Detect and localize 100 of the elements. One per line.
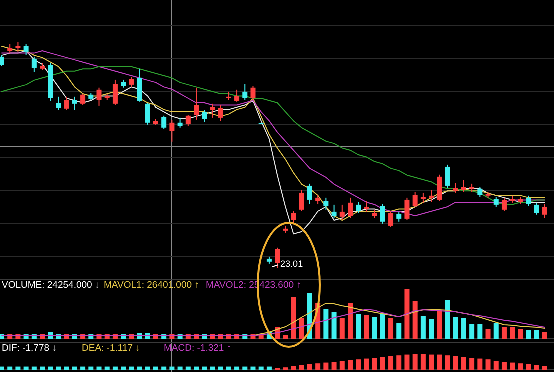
bar [121, 366, 126, 370]
candlestick [502, 197, 507, 212]
candlestick [291, 210, 296, 224]
candlestick [478, 186, 483, 198]
candlestick [80, 93, 86, 106]
bar [112, 366, 118, 370]
bar [478, 358, 483, 370]
candlestick [388, 210, 394, 228]
bar [218, 366, 224, 370]
bar [372, 358, 378, 370]
bar [429, 354, 434, 370]
bar [542, 366, 548, 370]
bar [266, 366, 272, 370]
candlestick [437, 174, 442, 202]
bar [332, 362, 337, 370]
candlestick [202, 110, 208, 123]
candlestick [445, 164, 450, 188]
bar [502, 362, 507, 370]
bar [420, 316, 426, 339]
bar [72, 366, 78, 370]
bar [299, 365, 304, 370]
bar [380, 313, 386, 339]
candlestick [218, 104, 224, 122]
bar [291, 366, 296, 370]
candlestick [396, 211, 402, 222]
candlestick [16, 42, 21, 52]
bar [40, 366, 46, 370]
candlestick [526, 195, 532, 207]
bar [88, 366, 94, 370]
candlestick [129, 76, 134, 88]
bar [340, 361, 345, 370]
bar [396, 323, 402, 339]
candlestick [299, 190, 304, 212]
bar [542, 332, 548, 339]
bar [8, 366, 13, 370]
bar [486, 360, 491, 370]
bar [437, 354, 442, 370]
bar [364, 358, 370, 370]
candlestick [112, 79, 118, 106]
candlestick [96, 87, 102, 106]
bar [137, 366, 142, 370]
bar [162, 366, 167, 370]
candlestick [250, 86, 256, 101]
candlestick [453, 182, 458, 194]
bar [526, 364, 532, 370]
bar [453, 317, 458, 339]
candlestick [242, 84, 248, 101]
bar [324, 362, 329, 370]
bar [340, 318, 345, 339]
bar [461, 357, 466, 370]
bar [170, 366, 175, 370]
bar [380, 357, 386, 370]
bar [186, 366, 191, 370]
candlestick [380, 204, 386, 224]
bar [64, 366, 70, 370]
bar [202, 366, 208, 370]
candlestick [170, 119, 175, 142]
candlestick [194, 87, 200, 120]
bar [32, 366, 37, 370]
bar [388, 318, 394, 339]
bar [526, 330, 532, 339]
annotation: VOLUME: 24254.000 ↓ [2, 280, 100, 291]
candlestick [356, 202, 362, 214]
bar [258, 366, 264, 370]
bar [534, 330, 540, 339]
text: DIF: -1.778 ↓ [2, 343, 57, 354]
candlestick [429, 190, 434, 203]
candlestick [340, 204, 345, 221]
bar [24, 366, 29, 370]
candlestick [534, 202, 540, 216]
bar [356, 360, 362, 370]
candlestick [0, 54, 4, 66]
bar [486, 329, 491, 339]
candlestick [412, 192, 418, 208]
bar [494, 361, 499, 370]
bar [470, 324, 475, 339]
bar [56, 366, 62, 370]
candlestick [275, 247, 280, 268]
candlestick [420, 192, 426, 204]
bar [104, 366, 110, 370]
candlestick [348, 197, 353, 219]
bar [194, 366, 200, 370]
bar [324, 309, 329, 339]
bar [234, 366, 240, 370]
candlestick [186, 114, 191, 127]
bar [348, 303, 353, 339]
candlestick [494, 196, 499, 208]
bar [420, 354, 426, 370]
candlestick [316, 194, 321, 205]
bar [445, 356, 450, 370]
bar [348, 360, 353, 370]
bar [226, 366, 232, 370]
bar [445, 300, 450, 339]
bar [437, 310, 442, 339]
bar [283, 335, 288, 339]
bar [372, 317, 378, 339]
bar [510, 327, 516, 339]
candlestick [404, 197, 410, 221]
bar [453, 356, 458, 370]
bar [461, 318, 466, 339]
